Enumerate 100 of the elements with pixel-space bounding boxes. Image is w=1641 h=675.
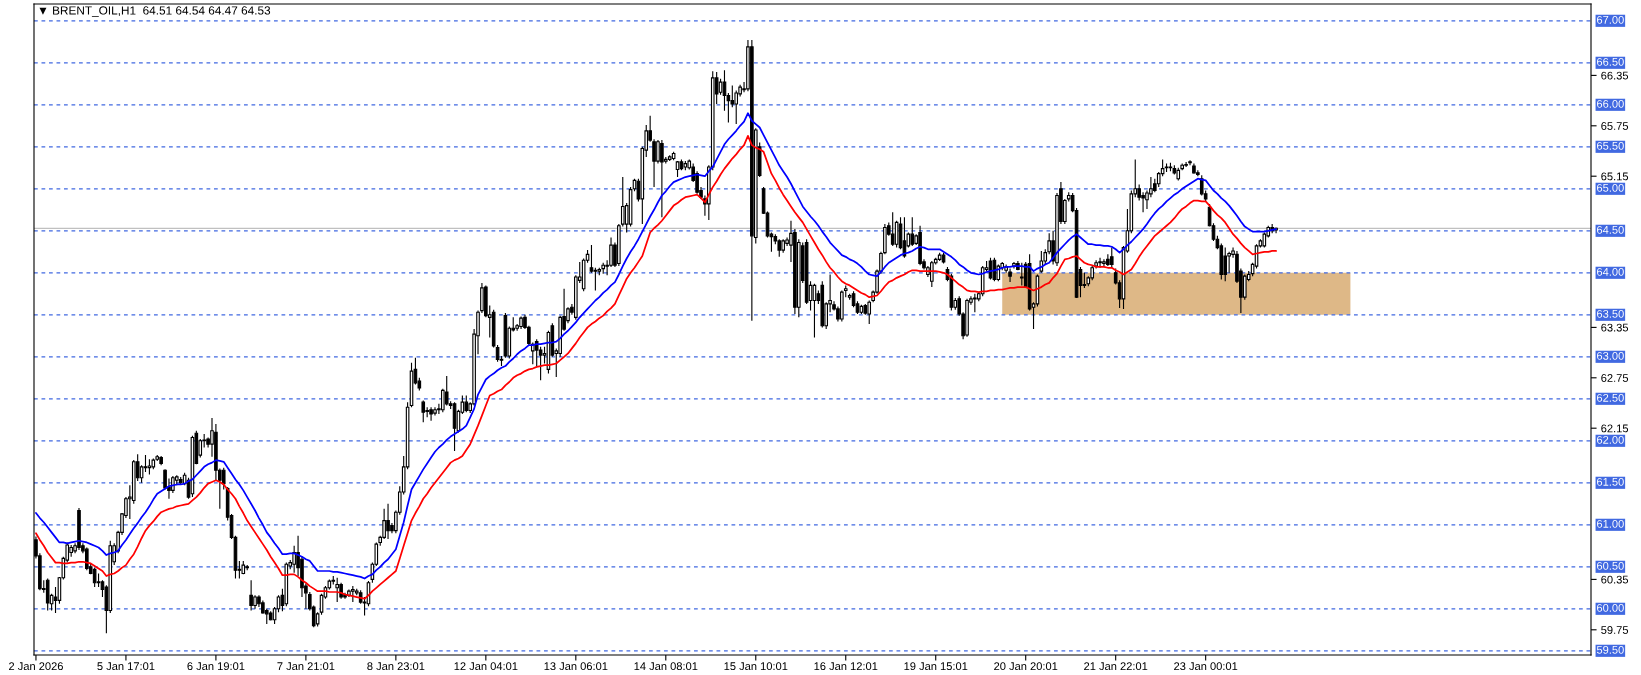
candlestick (386, 503, 390, 540)
candlestick (85, 546, 89, 571)
candlestick (452, 401, 457, 452)
y-tick-label: 62.15 (1601, 424, 1629, 433)
ref-line-label: 65.00 (1597, 183, 1624, 192)
y-tick-label: 65.75 (1601, 122, 1629, 130)
candlestick (918, 225, 922, 266)
y-tick-label: 65.15 (1601, 172, 1629, 181)
candlestick (660, 139, 664, 218)
candlestick (973, 293, 977, 313)
candlestick (820, 280, 825, 328)
ref-line-label: 63.00 (1597, 351, 1624, 360)
candlestick (902, 216, 907, 259)
candlestick (734, 89, 739, 125)
candlestick (351, 585, 355, 603)
ref-line-label: 60.00 (1597, 603, 1624, 612)
candlestick (675, 160, 680, 178)
candlestick (750, 39, 754, 322)
y-tick-label: 66.35 (1601, 71, 1629, 80)
ref-line-label: 61.50 (1597, 477, 1624, 486)
candlestick (335, 577, 339, 603)
x-tick-label: 8 Jan 23:01 (367, 662, 425, 671)
candlestick (77, 507, 81, 551)
candlestick (840, 289, 844, 323)
x-tick-label: 23 Jan 00:01 (1174, 662, 1238, 671)
ref-line-label: 62.50 (1597, 393, 1624, 402)
candlestick (667, 154, 672, 162)
candlestick (781, 238, 785, 254)
candlestick (812, 283, 817, 339)
x-tick-label: 7 Jan 21:01 (277, 662, 335, 671)
ref-line-label: 62.00 (1597, 435, 1624, 444)
ref-line-label: 61.00 (1597, 519, 1624, 528)
candlestick (1098, 257, 1102, 269)
x-tick-label: 2 Jan 2026 (9, 662, 63, 671)
candlestick (147, 458, 152, 475)
candlestick (241, 560, 246, 575)
candlestick (859, 304, 864, 315)
candlestick (937, 252, 942, 262)
y-tick-label: 63.35 (1601, 323, 1629, 332)
x-tick-label: 15 Jan 10:01 (724, 662, 788, 671)
candlestick (1223, 247, 1228, 282)
ref-line-label: 66.00 (1597, 99, 1624, 108)
x-tick-label: 20 Jan 20:01 (994, 662, 1058, 671)
candlestick (331, 575, 336, 585)
candlestick (421, 399, 426, 423)
candlestick (519, 315, 523, 330)
y-tick-label: 60.35 (1601, 575, 1629, 584)
x-tick-label: 16 Jan 12:01 (814, 662, 878, 671)
ref-line-label: 59.50 (1596, 645, 1624, 654)
candlestick (1199, 174, 1204, 197)
candlestick (464, 394, 469, 413)
candlestick (1102, 258, 1106, 267)
candlestick (1019, 262, 1024, 286)
x-tick-label: 5 Jan 17:01 (97, 662, 155, 671)
candlestick (249, 579, 253, 612)
ref-line-label: 66.50 (1597, 57, 1624, 66)
candlestick (151, 457, 156, 470)
candlestick (1164, 163, 1169, 173)
candlestick (965, 298, 969, 338)
candlestick (1192, 163, 1196, 175)
candlestick (890, 211, 895, 247)
ref-line-label: 67.00 (1597, 15, 1624, 24)
x-tick-label: 14 Jan 08:01 (634, 662, 698, 671)
candlestick (92, 567, 97, 588)
candlestick (601, 262, 606, 275)
candlestick (1176, 167, 1181, 181)
candlestick (45, 578, 50, 612)
candlestick (1188, 159, 1192, 166)
candlestick (941, 252, 946, 265)
ref-line-label: 65.50 (1597, 141, 1624, 150)
candlestick (1168, 162, 1173, 172)
y-tick-label: 59.75 (1601, 626, 1629, 634)
y-tick-label: 62.75 (1601, 374, 1629, 382)
candlestick (69, 544, 73, 558)
chart-title: ▼ BRENT_OIL,H1 64.51 64.54 64.47 64.53 (39, 6, 271, 17)
candlestick (433, 406, 437, 417)
ref-line-label: 60.50 (1597, 561, 1624, 570)
ref-line-label: 63.50 (1597, 309, 1624, 318)
candlestick (429, 406, 433, 422)
x-tick-label: 6 Jan 19:01 (187, 662, 245, 671)
x-tick-label: 12 Jan 04:01 (454, 662, 518, 671)
candlestick (910, 216, 915, 247)
candlestick (671, 151, 676, 161)
candlestick (1184, 161, 1188, 168)
ref-line-label: 64.00 (1597, 267, 1624, 276)
candlestick (178, 476, 183, 486)
candlestick (159, 455, 163, 466)
candlestick (268, 610, 273, 622)
candlestick (1109, 247, 1114, 269)
x-tick-label: 19 Jan 15:01 (904, 662, 968, 671)
x-tick-label: 21 Jan 22:01 (1084, 662, 1148, 671)
candlestick (1008, 268, 1012, 283)
candlestick (1172, 164, 1177, 176)
candlestick (777, 238, 782, 258)
ref-line-label: 64.50 (1597, 225, 1624, 234)
candlestick (284, 562, 289, 607)
candlestick (683, 160, 688, 171)
candlestick (245, 564, 250, 571)
x-tick-label: 13 Jan 06:01 (544, 662, 608, 671)
candlestick (867, 299, 872, 325)
